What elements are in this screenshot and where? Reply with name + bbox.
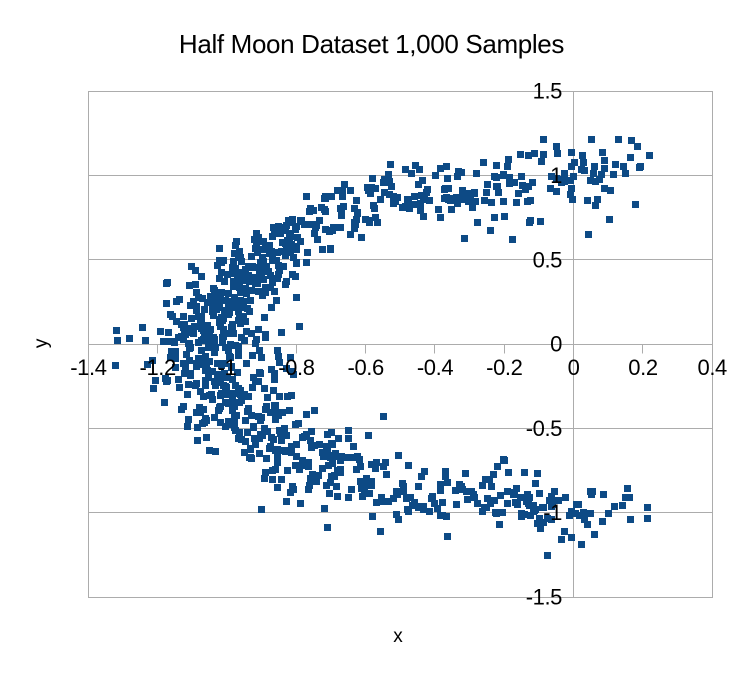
svg-text:y: y	[31, 338, 52, 348]
svg-text:-1.2: -1.2	[140, 355, 176, 380]
svg-text:0.5: 0.5	[533, 247, 563, 272]
svg-text:0.2: 0.2	[628, 355, 658, 380]
svg-text:0: 0	[568, 355, 580, 380]
svg-text:-1: -1	[218, 355, 237, 380]
svg-text:-1.5: -1.5	[526, 585, 562, 610]
svg-text:-1.4: -1.4	[70, 355, 106, 380]
svg-text:-1: -1	[543, 500, 562, 525]
svg-text:x: x	[393, 626, 403, 647]
svg-text:1: 1	[550, 163, 562, 188]
svg-text:-0.4: -0.4	[417, 355, 453, 380]
svg-text:0: 0	[550, 332, 562, 357]
svg-text:-0.2: -0.2	[486, 355, 522, 380]
svg-text:Half Moon Dataset 1,000 Sample: Half Moon Dataset 1,000 Samples	[179, 29, 564, 59]
svg-text:1.5: 1.5	[533, 79, 563, 104]
svg-text:-0.6: -0.6	[348, 355, 384, 380]
svg-text:-0.5: -0.5	[526, 416, 562, 441]
svg-text:0.4: 0.4	[698, 355, 728, 380]
svg-text:-0.8: -0.8	[278, 355, 314, 380]
